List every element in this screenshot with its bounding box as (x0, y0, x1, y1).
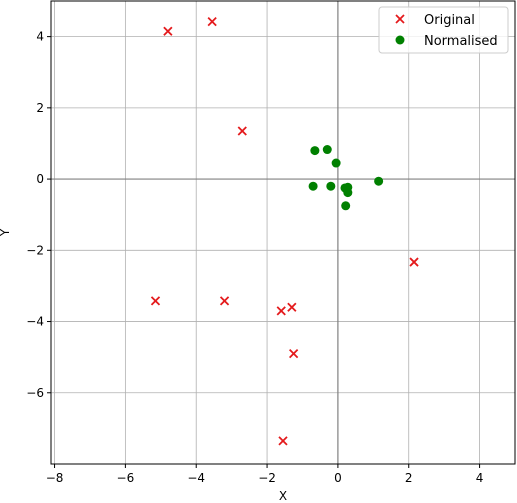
normalised-point (341, 201, 351, 211)
x-tick-label: −2 (258, 471, 276, 485)
original-point (409, 257, 419, 267)
y-axis-label: Y (0, 228, 12, 237)
x-tick-label: 4 (476, 471, 484, 485)
y-tick-label: −2 (26, 243, 44, 257)
zero-lines (51, 1, 515, 464)
legend-entry-label: Normalised (424, 34, 498, 49)
y-tick-label: 4 (36, 30, 44, 44)
legend-original-marker (395, 14, 405, 24)
x-tick-label: −4 (187, 471, 205, 485)
original-point (150, 296, 161, 306)
normalised-point (310, 146, 320, 156)
original-point (276, 306, 286, 316)
axis-ticks: −8 −6 −4 −2 0 2 4 −6 −4 −2 0 2 4 (26, 30, 483, 485)
x-tick-label: −8 (46, 471, 64, 485)
legend-entry-label: Original (424, 13, 475, 28)
original-point (288, 348, 299, 359)
y-tick-label: −4 (26, 315, 44, 329)
legend-box (378, 6, 509, 54)
x-tick-label: −6 (117, 471, 135, 485)
plot-area-frame (50, 0, 516, 465)
normalised-point (343, 188, 353, 198)
grid (51, 1, 515, 464)
x-axis-label: X (279, 489, 287, 503)
normalised-point (331, 158, 341, 168)
x-tick-label: 2 (405, 471, 413, 485)
original-point (237, 126, 247, 136)
original-point (219, 296, 230, 306)
normalised-point (308, 181, 318, 191)
x-tick-label: 0 (334, 471, 342, 485)
normalised-point (374, 176, 384, 186)
original-point (163, 26, 173, 36)
legend: Original Normalised (378, 6, 509, 54)
original-point (278, 436, 288, 446)
y-tick-label: 2 (36, 101, 44, 115)
normalised-point (322, 145, 332, 155)
original-point (287, 302, 297, 312)
original-point (207, 17, 217, 27)
data-points (150, 17, 419, 446)
y-tick-label: −6 (26, 386, 44, 400)
legend-normalised-marker (395, 35, 405, 45)
y-tick-label: 0 (36, 172, 44, 186)
normalised-point (326, 181, 336, 191)
